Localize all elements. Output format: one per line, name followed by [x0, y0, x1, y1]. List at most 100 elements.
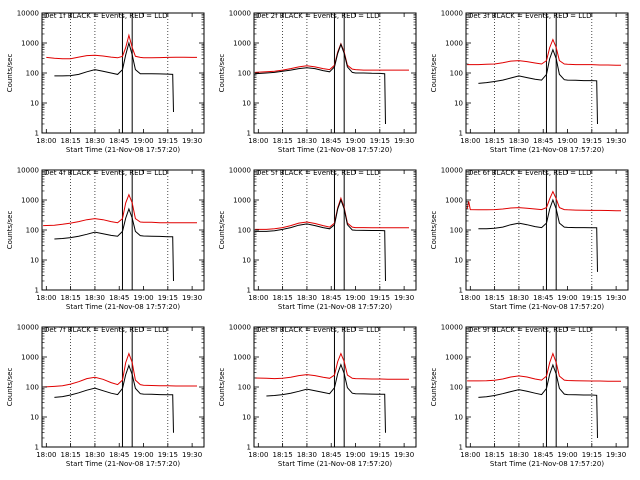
x-axis-label: Start Time (21-Nov-08 17:57:20) — [490, 146, 604, 154]
x-tick-label: 19:00 — [557, 294, 577, 302]
y-tick-label: 10 — [242, 100, 251, 108]
y-tick-label: 10 — [30, 100, 39, 108]
series-events-line — [255, 198, 386, 282]
y-tick-label: 1 — [459, 287, 463, 295]
y-tick-label: 1000 — [21, 40, 39, 48]
x-tick-label: 19:15 — [370, 451, 390, 459]
x-tick-label: 18:15 — [485, 451, 505, 459]
x-tick-label: 18:00 — [248, 137, 268, 145]
x-tick-label: 18:30 — [297, 137, 317, 145]
x-tick-label: 18:45 — [321, 451, 341, 459]
chart-title: Det 1f BLACK = Events, RED = LLD — [44, 12, 167, 20]
x-tick-label: 18:45 — [109, 137, 129, 145]
y-tick-label: 1 — [35, 130, 39, 138]
series-events-line — [54, 364, 174, 433]
x-axis-label: Start Time (21-Nov-08 17:57:20) — [278, 303, 392, 311]
x-axis-label: Start Time (21-Nov-08 17:57:20) — [490, 460, 604, 468]
x-tick-label: 18:15 — [485, 137, 505, 145]
x-tick-label: 18:15 — [273, 451, 293, 459]
y-axis-label: Counts/sec — [6, 368, 14, 407]
x-tick-label: 18:30 — [509, 451, 529, 459]
x-tick-label: 18:45 — [533, 294, 553, 302]
chart-panel-1: 1 10 100 1000 10000 18:00 18:15 18:30 18:45 19:00… — [6, 10, 205, 154]
x-tick-label: 18:15 — [485, 294, 505, 302]
x-tick-label: 18:30 — [85, 294, 105, 302]
series-lld-line — [466, 190, 621, 212]
y-axis-label: Counts/sec — [218, 368, 226, 407]
y-tick-label: 1 — [247, 130, 251, 138]
y-tick-label: 1 — [247, 444, 251, 452]
x-tick-label: 18:00 — [460, 137, 480, 145]
x-tick-label: 18:00 — [248, 451, 268, 459]
y-tick-label: 10 — [454, 257, 463, 265]
chart-panel-5: 1 10 100 1000 10000 18:00 18:15 18:30 18:45 19:00… — [218, 167, 417, 311]
x-tick-label: 19:30 — [606, 451, 626, 459]
x-axis-label: Start Time (21-Nov-08 17:57:20) — [66, 460, 180, 468]
x-tick-label: 18:45 — [321, 294, 341, 302]
chart-title: Det 6f BLACK = Events, RED = LLD — [468, 169, 591, 177]
x-tick-label: 19:15 — [158, 451, 178, 459]
x-tick-label: 18:15 — [61, 451, 81, 459]
x-tick-label: 18:45 — [109, 451, 129, 459]
y-tick-label: 10000 — [229, 324, 251, 332]
series-lld-line — [255, 196, 409, 230]
y-tick-label: 100 — [26, 70, 39, 78]
x-tick-label: 18:45 — [533, 451, 553, 459]
y-tick-label: 1 — [459, 444, 463, 452]
x-tick-label: 18:00 — [248, 294, 268, 302]
y-tick-label: 1000 — [445, 197, 463, 205]
chart-title: Det 7f BLACK = Events, RED = LLD — [44, 326, 167, 334]
x-tick-label: 19:30 — [394, 451, 414, 459]
chart-title: Det 2f BLACK = Events, RED = LLD — [256, 12, 379, 20]
x-tick-label: 19:00 — [557, 137, 577, 145]
x-tick-label: 18:00 — [36, 137, 56, 145]
x-tick-label: 19:00 — [133, 451, 153, 459]
y-tick-label: 10000 — [441, 10, 463, 18]
y-tick-label: 1 — [247, 287, 251, 295]
y-tick-label: 100 — [450, 227, 463, 235]
y-tick-label: 100 — [238, 384, 251, 392]
series-events-line — [54, 207, 174, 282]
x-tick-label: 19:15 — [582, 137, 602, 145]
x-tick-label: 18:00 — [36, 451, 56, 459]
x-tick-label: 19:00 — [345, 137, 365, 145]
x-tick-label: 19:15 — [370, 294, 390, 302]
series-events-line — [255, 42, 386, 125]
y-tick-label: 1000 — [445, 40, 463, 48]
y-tick-label: 1000 — [233, 197, 251, 205]
x-tick-label: 19:30 — [394, 137, 414, 145]
x-tick-label: 19:15 — [158, 294, 178, 302]
y-tick-label: 10000 — [441, 167, 463, 175]
chart-panel-9: 1 10 100 1000 10000 18:00 18:15 18:30 18:45 19:00… — [430, 324, 629, 468]
y-tick-label: 10 — [454, 100, 463, 108]
x-tick-label: 18:30 — [509, 137, 529, 145]
chart-title: Det 3f BLACK = Events, RED = LLD — [468, 12, 591, 20]
x-tick-label: 19:30 — [394, 294, 414, 302]
y-tick-label: 1000 — [21, 354, 39, 362]
x-tick-label: 18:45 — [533, 137, 553, 145]
chart-title: Det 8f BLACK = Events, RED = LLD — [256, 326, 379, 334]
y-tick-label: 10000 — [17, 10, 39, 18]
y-axis-label: Counts/sec — [6, 54, 14, 93]
x-tick-label: 18:00 — [460, 451, 480, 459]
plot-frame — [253, 12, 417, 134]
x-tick-label: 18:00 — [460, 294, 480, 302]
chart-title: Det 5f BLACK = Events, RED = LLD — [256, 169, 379, 177]
x-tick-label: 18:30 — [85, 451, 105, 459]
series-lld-line — [255, 42, 409, 73]
x-axis-label: Start Time (21-Nov-08 17:57:20) — [278, 146, 392, 154]
y-tick-label: 100 — [450, 70, 463, 78]
x-tick-label: 19:15 — [582, 294, 602, 302]
chart-title: Det 4f BLACK = Events, RED = LLD — [44, 169, 167, 177]
plot-frame — [41, 12, 205, 134]
x-tick-label: 19:00 — [557, 451, 577, 459]
y-axis-label: Counts/sec — [218, 211, 226, 250]
series-events-line — [478, 363, 598, 439]
y-tick-label: 10000 — [17, 324, 39, 332]
series-lld-line — [43, 352, 197, 388]
y-tick-label: 1000 — [233, 354, 251, 362]
x-tick-label: 18:15 — [273, 137, 293, 145]
x-tick-label: 18:45 — [321, 137, 341, 145]
y-tick-label: 1 — [35, 287, 39, 295]
y-axis-label: Counts/sec — [218, 54, 226, 93]
